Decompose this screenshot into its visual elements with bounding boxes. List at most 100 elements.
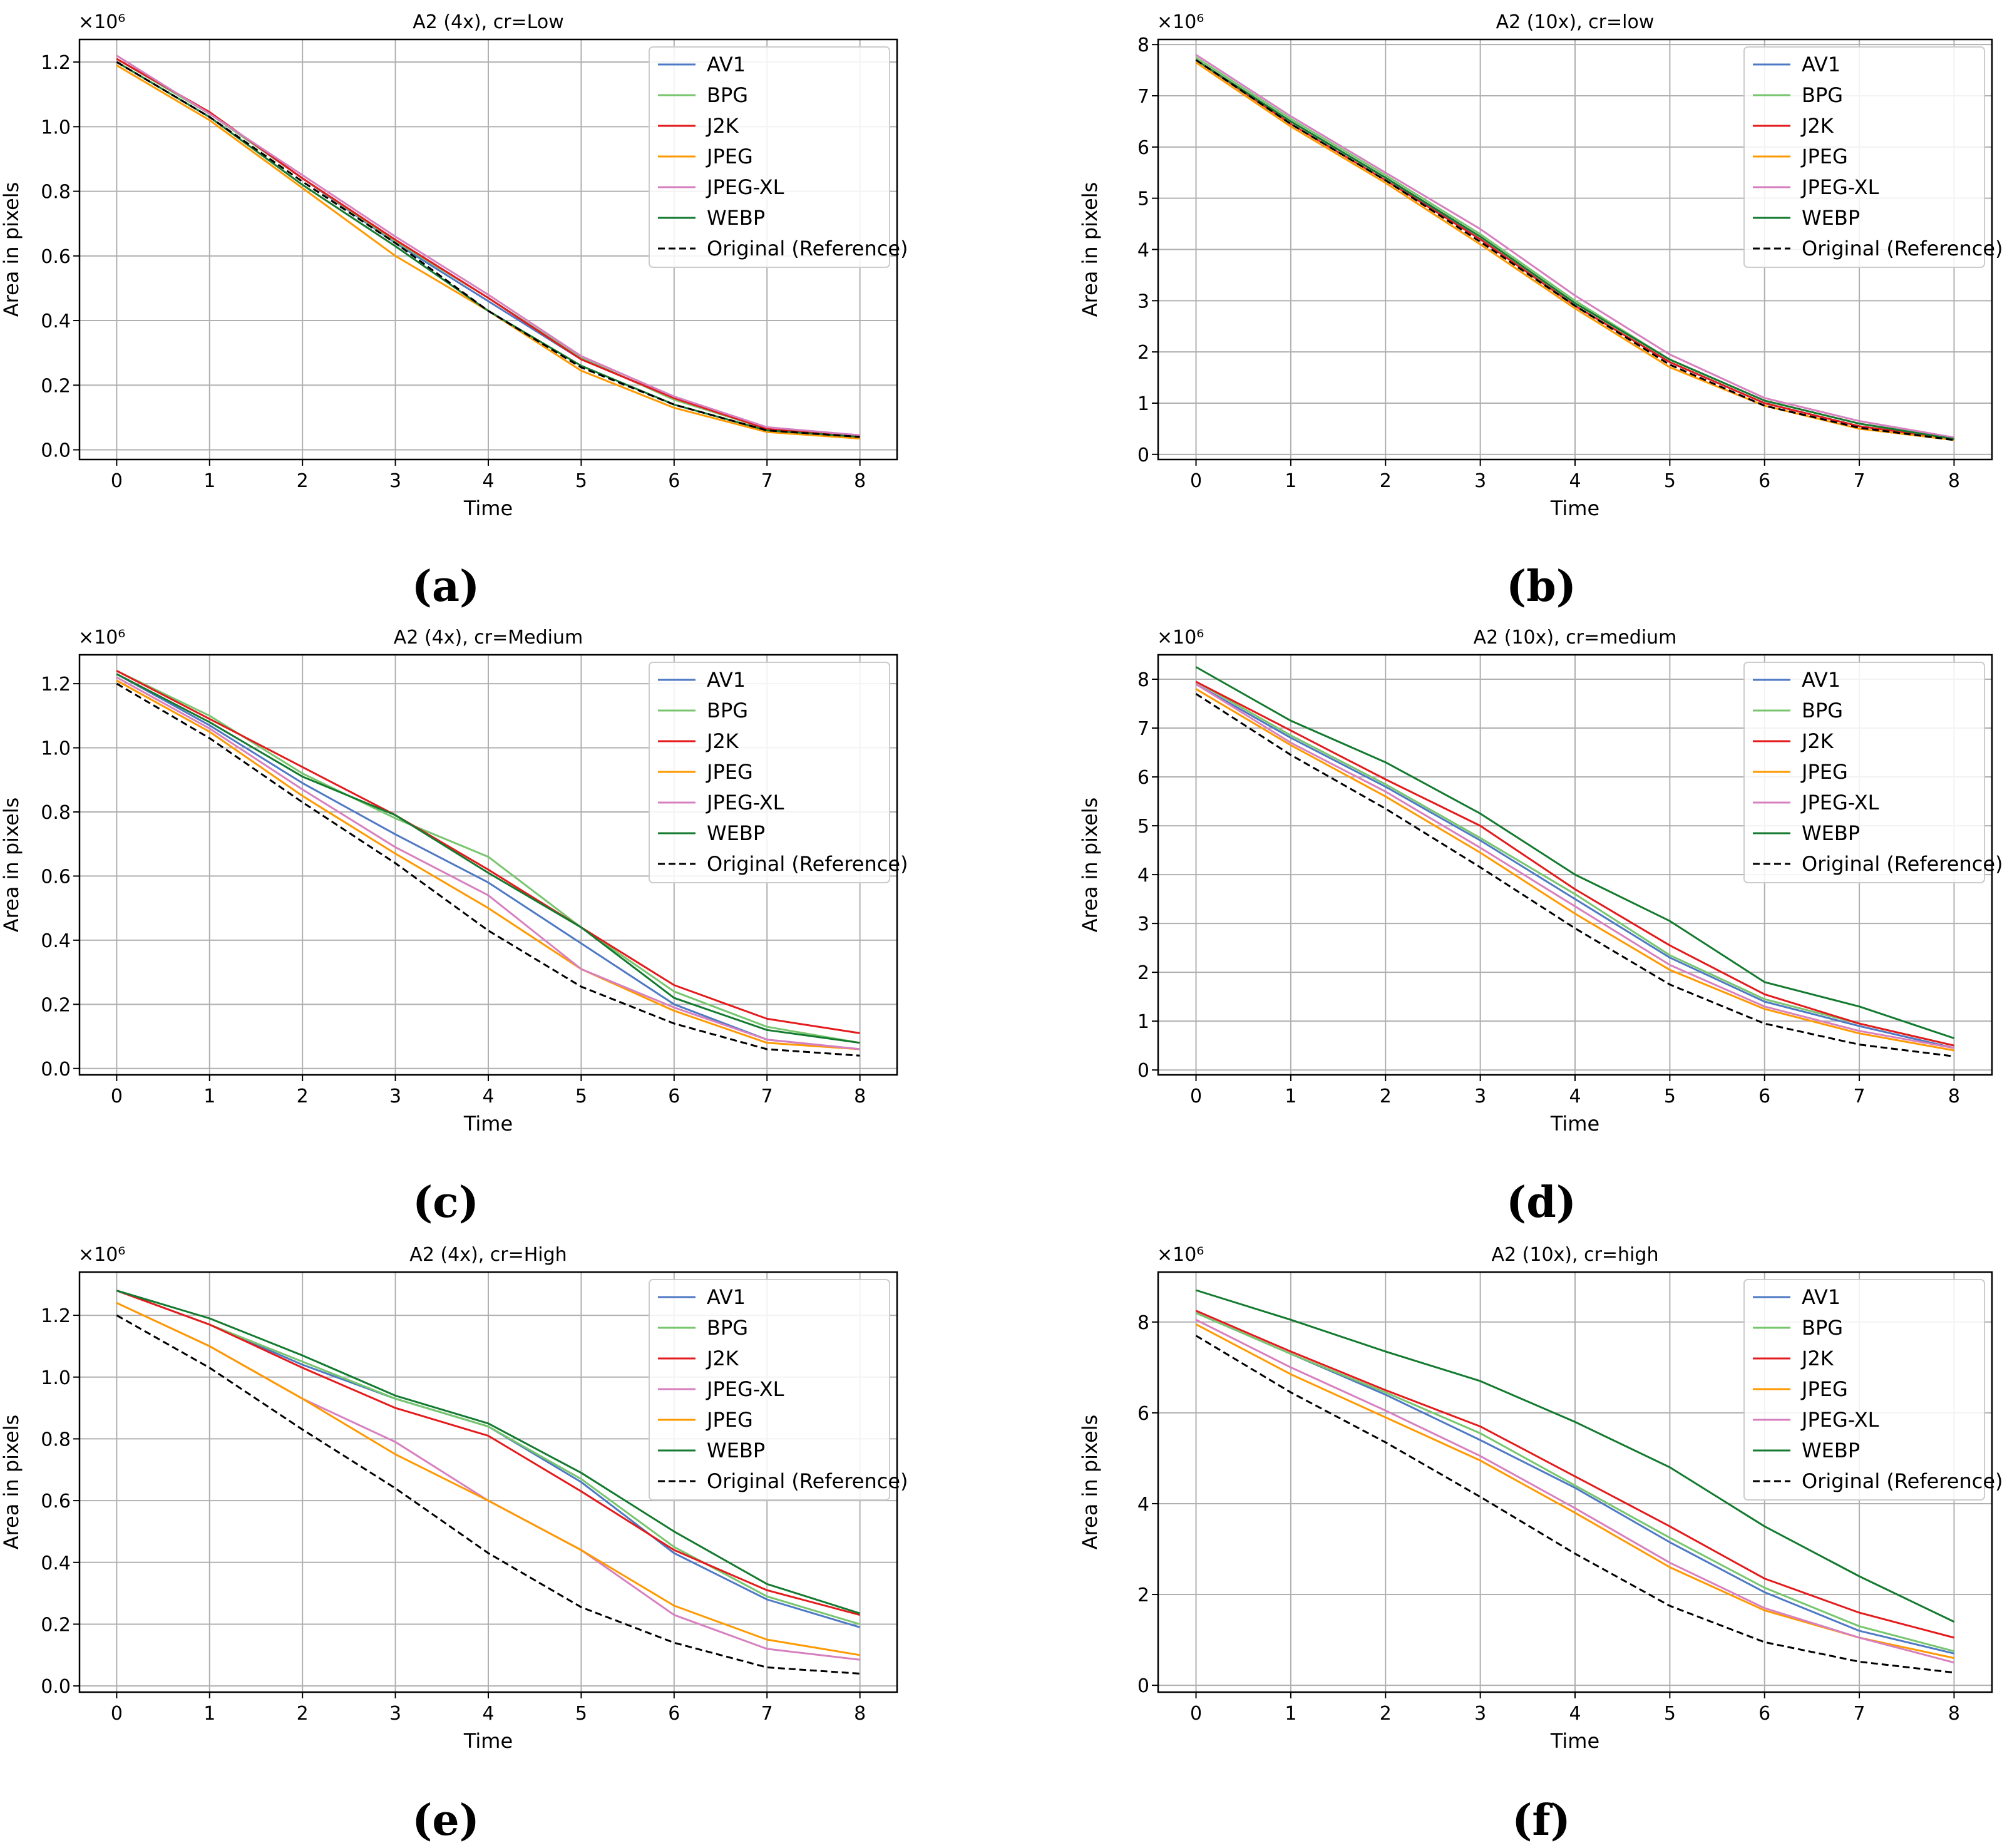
y-tick-label: 1 <box>1137 1011 1149 1033</box>
y-tick-label: 1.2 <box>41 674 71 696</box>
chart-title: A2 (10x), cr=low <box>1496 11 1655 33</box>
x-tick-label: 5 <box>575 1086 587 1107</box>
x-tick-label: 0 <box>111 470 123 492</box>
x-tick-label: 8 <box>854 1703 866 1725</box>
legend-label: J2K <box>1800 1347 1834 1370</box>
legend-label: AV1 <box>707 1285 746 1309</box>
legend-label: WEBP <box>707 206 765 230</box>
y-tick-label: 0 <box>1137 444 1149 466</box>
series-line-av1 <box>116 673 860 1050</box>
y-axis-multiplier: ×10⁶ <box>78 11 125 33</box>
y-tick-label: 2 <box>1137 1584 1149 1606</box>
x-tick-label: 8 <box>854 470 866 492</box>
y-tick-label: 3 <box>1137 290 1149 312</box>
y-tick-label: 8 <box>1137 1312 1149 1334</box>
legend-label: AV1 <box>707 668 746 692</box>
legend-label: JPEG-XL <box>706 175 784 199</box>
plot-frame <box>78 38 898 461</box>
x-tick-label: 2 <box>297 1086 309 1107</box>
y-tick-label: 6 <box>1137 1403 1149 1425</box>
x-axis-label: Time <box>463 1112 513 1136</box>
y-tick-label: 8 <box>1137 669 1149 691</box>
x-tick-label: 5 <box>575 1703 587 1725</box>
x-tick-label: 5 <box>1664 1086 1676 1107</box>
legend-label: AV1 <box>1802 668 1840 692</box>
y-axis-multiplier: ×10⁶ <box>78 627 125 649</box>
y-tick-label: 0.8 <box>41 182 71 203</box>
series-line-j2k <box>1195 1310 1954 1639</box>
legend-label: Original (Reference) <box>707 1469 908 1493</box>
y-tick-label: 1.0 <box>41 1367 71 1389</box>
y-tick-label: 6 <box>1137 137 1149 159</box>
legend: AV1 BPG J2K JPEG JPEG-XL WEBP Original (Refere… <box>1743 662 2003 883</box>
legend-label: J2K <box>706 1347 739 1370</box>
legend-label: AV1 <box>1802 53 1840 76</box>
x-tick-label: 8 <box>1948 1703 1960 1725</box>
legend-label: J2K <box>1800 729 1834 753</box>
legend-box <box>649 1279 890 1501</box>
x-tick-label: 5 <box>1664 1703 1676 1725</box>
y-axis-multiplier: ×10⁶ <box>1157 11 1204 33</box>
y-axis-multiplier: ×10⁶ <box>1157 1244 1204 1266</box>
y-tick-label: 7 <box>1137 86 1149 108</box>
y-tick-label: 1.0 <box>41 738 71 760</box>
legend-label: JPEG-XL <box>1800 175 1879 199</box>
chart-title: A2 (4x), cr=Low <box>413 11 564 33</box>
y-tick-label: 0 <box>1137 1675 1149 1697</box>
series-line-webp <box>1195 59 1954 440</box>
series-line-jpeg <box>1195 688 1954 1052</box>
x-tick-label: 4 <box>482 470 494 492</box>
legend-label: Original (Reference) <box>707 852 908 876</box>
x-tick-label: 2 <box>1380 470 1392 492</box>
y-axis-label: Area in pixels <box>1078 798 1102 933</box>
chart-title: A2 (10x), cr=medium <box>1474 627 1677 649</box>
y-tick-label: 0.6 <box>41 1491 71 1512</box>
series-line-bpg <box>1195 1312 1954 1653</box>
series-line-j2k <box>116 670 860 1034</box>
y-axis-label: Area in pixels <box>0 798 23 933</box>
legend-label: Original (Reference) <box>707 237 908 260</box>
y-tick-label: 0.8 <box>41 802 71 824</box>
subfigure-caption: (e) <box>412 1795 480 1845</box>
y-tick-label: 2 <box>1137 342 1149 364</box>
x-tick-label: 3 <box>1474 1086 1486 1107</box>
x-axis-label: Time <box>463 496 513 520</box>
y-tick-label: 2 <box>1137 962 1149 984</box>
x-tick-label: 3 <box>1474 1703 1486 1725</box>
legend-label: WEBP <box>1802 1439 1860 1462</box>
legend-label: WEBP <box>707 821 765 845</box>
x-tick-label: 4 <box>1569 470 1581 492</box>
plot-frame <box>1157 1271 1993 1693</box>
series-line-original-reference <box>116 682 860 1057</box>
y-tick-label: 0.2 <box>41 375 71 397</box>
y-tick-label: 0.8 <box>41 1429 71 1450</box>
x-tick-label: 8 <box>1948 1086 1960 1107</box>
series-line-jpeg-xl <box>116 54 860 436</box>
legend-label: WEBP <box>707 1439 765 1462</box>
y-tick-label: 4 <box>1137 1494 1149 1516</box>
chart-title: A2 (4x), cr=Medium <box>394 627 583 649</box>
x-tick-label: 6 <box>1758 1703 1770 1725</box>
series-line-webp <box>116 673 860 1044</box>
x-axis-label: Time <box>1550 1729 1599 1753</box>
legend-label: J2K <box>706 114 739 138</box>
legend-label: JPEG <box>706 1408 753 1432</box>
legend-box <box>1743 1279 1985 1501</box>
legend-label: BPG <box>707 83 748 107</box>
plot-frame <box>1157 654 1993 1076</box>
legend-label: JPEG <box>706 145 753 168</box>
x-tick-label: 2 <box>1380 1703 1392 1725</box>
legend-label: JPEG-XL <box>706 791 784 814</box>
series-line-webp <box>1195 666 1954 1039</box>
series-line-webp <box>1196 1289 1955 1623</box>
x-tick-label: 3 <box>389 1086 401 1107</box>
x-tick-label: 7 <box>761 470 773 492</box>
legend: AV1 BPG J2K JPEG JPEG-XL WEBP Original (Refere… <box>1743 46 2003 268</box>
legend-label: JPEG <box>1800 145 1848 168</box>
y-tick-label: 0.4 <box>41 311 71 332</box>
series-line-jpeg-xl <box>1195 683 1954 1049</box>
legend-label: BPG <box>1802 699 1843 722</box>
x-tick-label: 3 <box>1474 470 1486 492</box>
legend-label: JPEG-XL <box>706 1377 784 1401</box>
series-line-original-reference <box>1195 59 1954 441</box>
